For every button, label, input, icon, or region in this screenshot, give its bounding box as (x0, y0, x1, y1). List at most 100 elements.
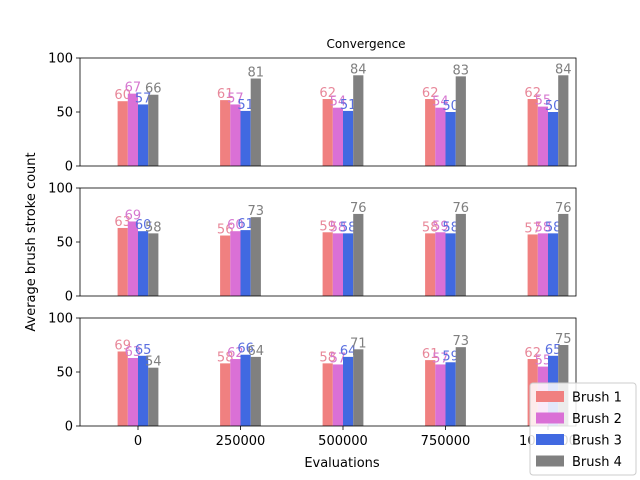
x-tick-label: 500000 (318, 434, 368, 449)
x-tick-label: 0 (134, 434, 142, 449)
bar-value-label: 58 (145, 220, 162, 235)
bar-value-label: 61 (217, 87, 234, 102)
bar-value-label: 69 (125, 208, 142, 223)
bar-panel1-series3-cat4 (445, 112, 456, 166)
bar-value-label: 54 (432, 95, 449, 110)
bar-value-label: 73 (453, 334, 470, 349)
bar-panel3-series1-cat3 (322, 363, 333, 426)
y-tick-label: 50 (56, 106, 73, 121)
bar-value-label: 60 (135, 218, 152, 233)
bar-panel3-series2-cat1 (127, 357, 138, 426)
bar-value-label: 55 (535, 354, 552, 369)
bar-value-label: 69 (114, 338, 131, 353)
legend-label: Brush 1 (572, 391, 622, 406)
x-tick-label: 750000 (421, 434, 471, 449)
bar-value-label: 55 (535, 94, 552, 109)
bar-value-label: 57 (135, 91, 152, 106)
bar-panel2-series4-cat2 (250, 217, 261, 296)
bar-value-label: 76 (555, 201, 572, 216)
x-axis-label: Evaluations (304, 456, 380, 471)
bar-value-label: 57 (227, 91, 244, 106)
bar-value-label: 51 (237, 98, 254, 113)
bar-panel2-series1-cat5 (527, 234, 538, 296)
bar-value-label: 84 (555, 62, 572, 77)
bar-value-label: 57 (432, 351, 449, 366)
bar-panel2-series2-cat2 (230, 231, 241, 296)
bar-panel1-series2-cat4 (435, 107, 446, 166)
bar-panel1-series1-cat4 (425, 99, 436, 166)
bar-value-label: 63 (125, 345, 142, 360)
bar-value-label: 65 (135, 343, 152, 358)
bar-panel2-series4-cat4 (455, 213, 466, 296)
chart-title: Convergence (326, 37, 405, 51)
legend-label: Brush 4 (572, 455, 622, 470)
bar-value-label: 58 (330, 220, 347, 235)
bar-panel3-series3-cat3 (343, 356, 354, 426)
bar-value-label: 62 (319, 86, 336, 101)
y-tick-label: 0 (65, 290, 73, 305)
bar-value-label: 67 (125, 81, 142, 96)
bar-panel1-series1-cat5 (527, 99, 538, 166)
bar-value-label: 62 (524, 346, 541, 361)
legend: Brush 1 Brush 2 Brush 3 Brush 4 (529, 382, 637, 476)
bar-panel1-series4-cat4 (455, 76, 466, 166)
bar-panel2-series1-cat3 (322, 232, 333, 296)
bar-panel3-series2-cat4 (435, 364, 446, 426)
y-tick-label: 100 (48, 52, 73, 67)
bar-panel1-series1-cat1 (117, 101, 128, 166)
bar-value-label: 58 (319, 350, 336, 365)
bar-value-label: 61 (422, 347, 439, 362)
legend-box (529, 382, 637, 476)
bar-panel2-series3-cat2 (240, 230, 251, 296)
bar-value-label: 58 (217, 350, 234, 365)
bar-value-label: 63 (114, 215, 131, 230)
bar-panel1-series3-cat2 (240, 110, 251, 166)
bar-value-label: 64 (340, 344, 357, 359)
bar-value-label: 57 (524, 221, 541, 236)
bar-value-label: 76 (350, 201, 367, 216)
bar-panel1-series3-cat3 (343, 110, 354, 166)
bar-value-label: 66 (237, 342, 254, 357)
y-tick-label: 50 (56, 366, 73, 381)
bar-panel3-series2-cat3 (332, 364, 343, 426)
bar-panel2-series2-cat4 (435, 232, 446, 296)
legend-label: Brush 3 (572, 434, 622, 449)
bar-panel2-series2-cat1 (127, 221, 138, 296)
bar-value-label: 64 (248, 344, 265, 359)
bar-panel3-series4-cat3 (353, 349, 364, 426)
bar-panel1-series4-cat5 (558, 75, 569, 166)
bar-value-label: 54 (145, 355, 162, 370)
bar-panel1-series4-cat1 (148, 94, 159, 166)
y-tick-label: 0 (65, 420, 73, 435)
bar-panel2-series3-cat1 (138, 231, 149, 296)
bar-value-label: 81 (248, 66, 265, 81)
x-tick-label: 250000 (216, 434, 266, 449)
legend-swatch (536, 434, 564, 445)
bar-value-label: 84 (350, 62, 367, 77)
bar-value-label: 73 (248, 204, 265, 219)
y-tick-label: 0 (65, 160, 73, 175)
bar-panel1-series4-cat2 (250, 78, 261, 166)
bar-panel2-series2-cat5 (537, 233, 548, 296)
legend-label: Brush 2 (572, 412, 622, 427)
bar-panel1-series3-cat1 (138, 104, 149, 166)
y-tick-label: 100 (48, 182, 73, 197)
y-tick-label: 100 (48, 312, 73, 327)
bar-panel2-series1-cat1 (117, 227, 128, 296)
y-tick-label: 50 (56, 236, 73, 251)
bar-panel3-series3-cat1 (138, 355, 149, 426)
bar-value-label: 61 (237, 217, 254, 232)
bar-panel3-series1-cat1 (117, 351, 128, 426)
bar-panel2-series1-cat2 (220, 235, 231, 296)
bar-panel3-series4-cat4 (455, 347, 466, 426)
bar-panel1-series1-cat3 (322, 99, 333, 166)
bar-value-label: 59 (432, 219, 449, 234)
bar-panel3-series2-cat2 (230, 359, 241, 426)
bar-panel3-series3-cat4 (445, 362, 456, 426)
legend-swatch (536, 412, 564, 424)
bar-panel2-series3-cat5 (548, 233, 559, 296)
legend-swatch (536, 455, 564, 467)
